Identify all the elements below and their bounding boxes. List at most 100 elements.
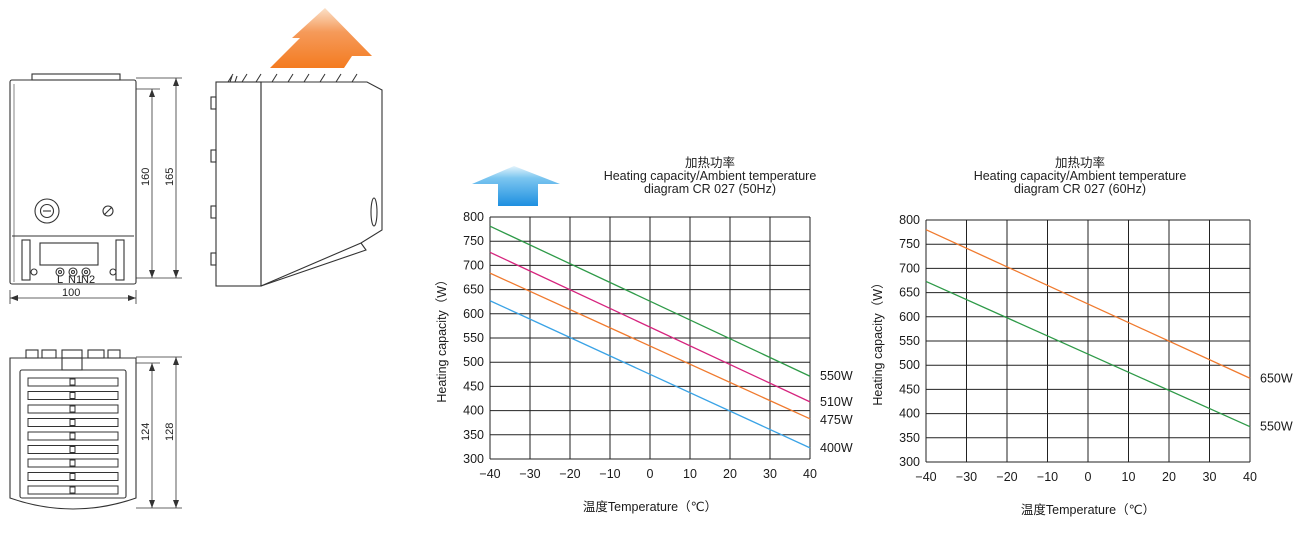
grille-clip (69, 432, 76, 440)
y-tick-label: 700 (899, 261, 920, 275)
dim-bottom-inner-height: 124 (140, 423, 152, 441)
y-tick-label: 550 (463, 331, 484, 345)
grille-clip (69, 405, 76, 413)
x-tick-label: 40 (1243, 470, 1257, 484)
y-tick-label: 650 (899, 286, 920, 300)
x-axis-label: 温度Temperature（℃） (1021, 502, 1155, 517)
series-label-510W: 510W (820, 395, 853, 409)
grille-slat (27, 431, 119, 441)
series-line-650W (925, 229, 1251, 379)
grille-slat (27, 377, 119, 387)
x-axis-label: 温度Temperature（℃） (583, 499, 717, 514)
chart-2-title-en: Heating capacity/Ambient temperature (973, 169, 1187, 183)
series-line-475W (489, 272, 811, 420)
x-tick-label: −10 (599, 467, 620, 481)
bottom-view-grille (27, 377, 119, 495)
chart-2-60hz: 300 350 400 450 500 550 600 650 700 750 800 −40 −30 −… (871, 213, 1293, 517)
grille-slat (27, 404, 119, 414)
cool-air-arrow-icon (472, 166, 560, 206)
y-tick-label: 350 (899, 431, 920, 445)
grille-clip (69, 473, 76, 480)
front-view-drawing (9, 73, 137, 285)
y-tick-label: 600 (463, 307, 484, 321)
y-tick-label: 800 (899, 213, 920, 227)
y-tick-label: 500 (463, 355, 484, 369)
grille-clip (69, 378, 76, 386)
grille-clip (69, 446, 76, 453)
x-tick-label: 30 (1203, 470, 1217, 484)
series-line-510W (489, 251, 811, 403)
grille-clip (69, 486, 76, 494)
series-label-400W: 400W (820, 441, 853, 455)
chart-1-title-cn: 加热功率 (684, 156, 735, 170)
x-tick-label: −20 (996, 470, 1017, 484)
x-tick-label: 20 (723, 467, 737, 481)
x-tick-label: 40 (803, 467, 817, 481)
x-tick-label: 30 (763, 467, 777, 481)
y-tick-label: 500 (899, 358, 920, 372)
terminal-label-N2: N2 (81, 274, 95, 286)
x-tick-label: 10 (683, 467, 697, 481)
grille-slat (27, 472, 119, 481)
x-tick-label: 0 (647, 467, 654, 481)
hot-air-arrow-shape (270, 8, 372, 68)
chart-2-subtitle: diagram CR 027 (60Hz) (1014, 182, 1146, 196)
series-line-550W (925, 280, 1251, 428)
y-axis-label: Heating capacity（W） (435, 273, 449, 402)
chart-1-title: 加热功率 Heating capacity/Ambient temperatur… (560, 157, 860, 196)
grille-slat (27, 458, 119, 468)
x-tick-label: −10 (1037, 470, 1058, 484)
y-axis-label: Heating capacity（W） (871, 276, 885, 405)
y-tick-label: 700 (463, 258, 484, 272)
y-tick-label: 300 (463, 452, 484, 466)
side-view-vents (227, 73, 358, 83)
dim-front-outer-height: 165 (164, 168, 176, 186)
series-label-550W: 550W (820, 369, 853, 383)
y-tick-label: 650 (463, 283, 484, 297)
y-tick-label: 750 (463, 234, 484, 248)
y-tick-label: 750 (899, 237, 920, 251)
series-line-400W (489, 300, 811, 449)
grille-slat (27, 485, 119, 495)
chart-2-title: 加热功率 Heating capacity/Ambient temperatur… (930, 157, 1230, 196)
grille-slat (27, 445, 119, 454)
bottom-dimension-lines (136, 356, 182, 509)
x-tick-label: −30 (519, 467, 540, 481)
y-tick-label: 600 (899, 310, 920, 324)
terminal-label-L: L (57, 274, 63, 286)
series-label-650W: 650W (1260, 371, 1293, 385)
dim-front-width: 100 (62, 287, 80, 299)
y-tick-label: 300 (899, 455, 920, 469)
y-tick-label: 800 (463, 210, 484, 224)
y-tick-label: 400 (463, 404, 484, 418)
series-label-475W: 475W (820, 413, 853, 427)
grille-slat (27, 418, 119, 427)
grille-clip (69, 419, 76, 426)
x-tick-label: 10 (1122, 470, 1136, 484)
y-tick-label: 550 (899, 334, 920, 348)
x-tick-label: −30 (956, 470, 977, 484)
chart-1-title-en: Heating capacity/Ambient temperature (603, 169, 817, 183)
grille-clip (69, 392, 76, 399)
y-tick-label: 350 (463, 428, 484, 442)
grille-slat (27, 391, 119, 400)
dim-front-inner-height: 160 (140, 168, 152, 186)
chart-2-title-cn: 加热功率 (1054, 156, 1105, 170)
y-tick-label: 450 (899, 382, 920, 396)
y-tick-label: 400 (899, 407, 920, 421)
bottom-view-drawing (9, 349, 137, 510)
grille-clip (69, 459, 76, 467)
series-label-550W: 550W (1260, 420, 1293, 434)
front-dimension-lines (9, 77, 182, 304)
terminal-label-N1: N1 (68, 274, 82, 286)
series-line-550W (489, 225, 811, 377)
x-tick-label: 20 (1162, 470, 1176, 484)
side-view-drawing (210, 75, 383, 287)
dim-bottom-outer-height: 128 (164, 423, 176, 441)
x-tick-label: −40 (915, 470, 936, 484)
x-tick-label: −40 (479, 467, 500, 481)
y-tick-label: 450 (463, 379, 484, 393)
x-tick-label: −20 (559, 467, 580, 481)
